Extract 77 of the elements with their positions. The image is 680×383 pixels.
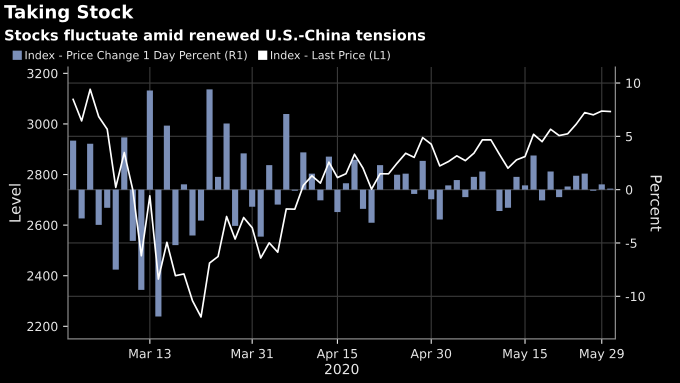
- bar: [504, 190, 512, 208]
- bar: [104, 190, 110, 208]
- y2-tick-label: -5: [626, 238, 636, 248]
- y2-axis-title: Percent: [650, 176, 662, 232]
- y-tick-label: 2600: [27, 220, 58, 230]
- y2-tick-label: 10: [626, 78, 640, 88]
- y-tick-label: 3000: [27, 119, 58, 129]
- bar: [360, 190, 366, 209]
- bar: [351, 160, 358, 190]
- y-tick-label: 2800: [27, 170, 58, 180]
- y2-tick-label: -10: [626, 292, 645, 302]
- x-tick-label: May 29: [580, 348, 624, 361]
- y-tick-label: 3200: [27, 68, 58, 78]
- legend-label: Index - Price Change 1 Day Percent (R1): [26, 50, 247, 62]
- bar: [342, 183, 350, 190]
- bar: [317, 190, 324, 200]
- y2-tick-label: 0: [626, 185, 632, 195]
- bar: [548, 172, 554, 190]
- y-axis-title: Level: [8, 184, 21, 222]
- bar: [96, 190, 102, 225]
- y-tick-label: 2200: [27, 322, 58, 332]
- chart-subtitle: Stocks fluctuate amid renewed U.S.-China tensions: [5, 29, 426, 41]
- bar: [394, 174, 400, 190]
- bar: [206, 89, 213, 190]
- bar: [232, 190, 238, 226]
- bar: [283, 114, 290, 190]
- x-tick-label: Mar 31: [232, 348, 273, 358]
- bar: [420, 160, 426, 190]
- bar: [539, 190, 546, 200]
- bar: [598, 184, 605, 190]
- bar: [78, 190, 85, 218]
- bar: [513, 176, 520, 190]
- bar: [198, 190, 204, 221]
- bar: [530, 156, 537, 190]
- bar: [249, 190, 256, 207]
- y2-tick-label: 5: [626, 132, 632, 142]
- bar: [411, 190, 418, 194]
- chart-title: Taking Stock: [4, 4, 134, 22]
- bar: [180, 184, 188, 190]
- bar: [522, 185, 528, 190]
- bar: [224, 124, 230, 190]
- x-tick-label: Apr 15: [316, 349, 358, 361]
- bar: [368, 190, 375, 223]
- bar: [146, 90, 153, 190]
- bar: [172, 190, 179, 246]
- line-series: [72, 88, 612, 318]
- bar: [573, 176, 580, 190]
- bar: [240, 153, 247, 190]
- bar: [496, 190, 503, 211]
- bar: [454, 180, 460, 190]
- bar: [556, 190, 562, 198]
- bar: [112, 190, 119, 270]
- x-axis-title: 2020: [325, 364, 358, 374]
- x-tick-label: Apr 30: [410, 348, 452, 361]
- bar: [582, 174, 588, 190]
- bar: [87, 144, 94, 190]
- bar: [164, 126, 170, 190]
- bar: [214, 176, 222, 190]
- bar: [274, 190, 281, 205]
- bar: [189, 190, 196, 236]
- bar: [445, 185, 452, 190]
- legend-label: Index - Last Price (L1): [271, 50, 390, 61]
- bar: [428, 190, 434, 200]
- x-tick-label: Mar 13: [129, 348, 171, 358]
- bar: [479, 172, 486, 190]
- x-tick-label: May 15: [503, 349, 547, 361]
- bar: [564, 186, 571, 190]
- bar: [258, 190, 264, 237]
- bar: [462, 190, 468, 198]
- y-tick-label: 2400: [27, 271, 58, 281]
- bar: [470, 176, 477, 190]
- bar: [300, 152, 306, 190]
- bar: [402, 174, 409, 190]
- bar: [334, 190, 341, 212]
- bar: [70, 140, 76, 190]
- bar: [266, 165, 272, 190]
- bar: [436, 190, 443, 220]
